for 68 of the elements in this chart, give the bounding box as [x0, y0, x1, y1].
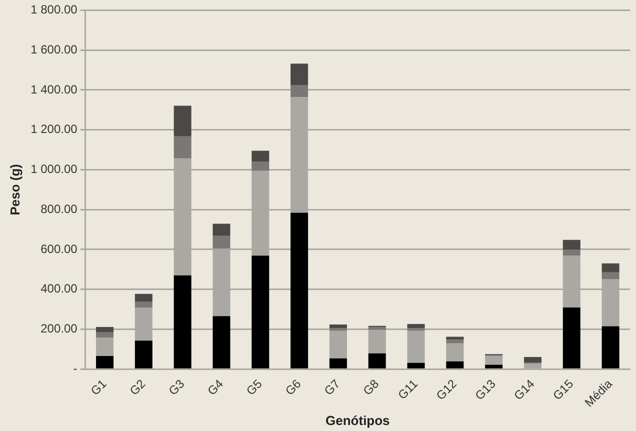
y-tick-label: 1 800.00	[30, 2, 78, 17]
x-tick-label: G14	[511, 376, 538, 403]
bar	[562, 240, 580, 250]
bar	[252, 256, 270, 368]
bar	[252, 162, 270, 171]
bar	[134, 302, 152, 308]
bar	[96, 332, 114, 338]
y-tick-label: 1 600.00	[30, 42, 78, 56]
bar	[446, 343, 464, 362]
bar	[174, 106, 192, 136]
x-tick-label: G8	[360, 376, 382, 398]
bar	[134, 340, 152, 368]
bar	[96, 327, 114, 332]
x-tick-label: G7	[321, 376, 343, 398]
x-tick-label: G4	[204, 376, 226, 398]
x-tick-label: G2	[126, 376, 148, 398]
bar	[290, 84, 308, 98]
bar	[446, 336, 464, 340]
bar	[329, 328, 347, 331]
x-tick-label: G1	[88, 376, 110, 398]
y-tick-label: 1 200.00	[30, 122, 78, 136]
bar	[212, 224, 230, 236]
x-tick-label: G15	[550, 376, 576, 403]
y-tick-label: 800.00	[40, 202, 78, 216]
bar	[368, 330, 386, 354]
bar	[134, 294, 152, 302]
bar	[368, 353, 386, 368]
y-tick-label: 1 000.00	[30, 162, 78, 176]
bar	[96, 356, 114, 368]
x-tick-label: G6	[282, 376, 304, 398]
bar	[212, 316, 230, 368]
bar	[407, 362, 425, 368]
bar	[562, 249, 580, 256]
bar	[368, 327, 386, 330]
y-tick-label: 1 400.00	[30, 82, 78, 96]
bar	[602, 263, 620, 272]
x-tick-label: G3	[166, 376, 188, 398]
bar	[329, 324, 347, 328]
bar	[485, 364, 503, 368]
bar	[174, 275, 192, 368]
bar	[446, 361, 464, 368]
y-tick-label: 400.00	[40, 282, 78, 296]
x-tick-label: G13	[472, 376, 499, 403]
bar	[212, 236, 230, 248]
bar	[407, 330, 425, 363]
bar	[407, 328, 425, 331]
x-tick-label: G11	[395, 376, 421, 402]
bar	[485, 356, 503, 365]
x-tick-label: G12	[433, 376, 460, 403]
bar	[524, 356, 542, 363]
bar	[602, 326, 620, 368]
bar	[329, 358, 347, 368]
y-tick-label: 200.00	[40, 322, 78, 336]
bar	[562, 307, 580, 368]
bar	[290, 64, 308, 85]
bar	[290, 212, 308, 368]
bar	[252, 150, 270, 162]
bar	[602, 272, 620, 279]
bar	[174, 136, 192, 158]
y-axis-title: Peso (g)	[7, 164, 22, 216]
bar	[407, 324, 425, 328]
y-tick-label: -	[73, 361, 78, 376]
x-tick-label: G5	[244, 376, 266, 398]
bar	[329, 330, 347, 358]
x-axis-title: Genótipos	[326, 412, 390, 428]
bar	[446, 340, 464, 344]
y-tick-label: 600.00	[40, 242, 78, 256]
bar	[96, 338, 114, 356]
